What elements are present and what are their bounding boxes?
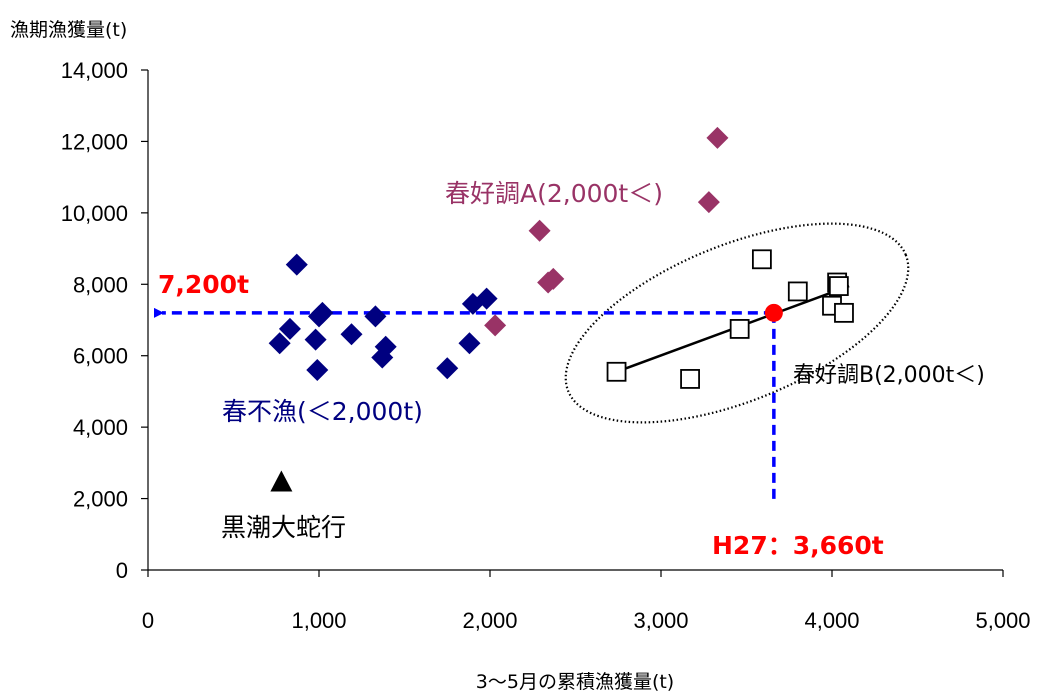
square-point	[608, 363, 626, 381]
y-tick-label: 8,000	[73, 272, 128, 297]
diamond-point	[458, 332, 480, 354]
x-tick-label: 2,000	[462, 608, 517, 633]
diamond-point	[698, 191, 720, 213]
square-point	[835, 304, 853, 322]
y-axis-ticks: 0 2,000 4,000 6,000 8,000 10,000 12,000 14,000	[61, 58, 148, 583]
y-tick-label: 2,000	[73, 487, 128, 512]
x-tick-label: 3,000	[633, 608, 688, 633]
x-axis-title: 3～5月の累積漁獲量(t)	[476, 671, 674, 693]
square-point	[789, 282, 807, 300]
y-tick-label: 12,000	[61, 129, 128, 154]
y-tick-label: 14,000	[61, 58, 128, 83]
diamond-point	[436, 357, 458, 379]
diamond-point	[340, 323, 362, 345]
x-tick-label: 5,000	[975, 608, 1030, 633]
diamond-point	[529, 220, 551, 242]
triangle-label: 黒潮大蛇行	[221, 513, 346, 542]
diamond-point	[286, 254, 308, 276]
diamond-point	[306, 359, 328, 381]
diamond-point	[305, 329, 327, 351]
y-tick-label: 0	[116, 558, 128, 583]
diamond-point	[364, 305, 386, 327]
y-tick-label: 10,000	[61, 201, 128, 226]
group-a-label: 春好調A(2,000t＜)	[445, 179, 663, 208]
x-axis-ticks: 0 1,000 2,000 3,000 4,000 5,000	[142, 570, 1031, 633]
group-b-label: 春好調B(2,000t＜)	[793, 363, 985, 388]
y-axis-title: 漁期漁獲量(t)	[10, 19, 127, 41]
x-value-annotation: H27：3,660t	[712, 531, 884, 560]
y-value-annotation: 7,200t	[158, 270, 249, 299]
x-tick-label: 4,000	[804, 608, 859, 633]
square-point	[830, 277, 848, 295]
diamond-point	[706, 127, 728, 149]
y-tick-label: 4,000	[73, 415, 128, 440]
x-tick-label: 1,000	[291, 608, 346, 633]
highlight-point	[765, 304, 783, 322]
x-tick-label: 0	[142, 608, 154, 633]
square-point	[681, 370, 699, 388]
square-point	[731, 320, 749, 338]
square-point	[753, 250, 771, 268]
group-c-label: 春不漁(＜2,000t)	[222, 397, 423, 426]
triangle-point	[270, 471, 292, 492]
diamond-point	[484, 314, 506, 336]
y-tick-label: 6,000	[73, 344, 128, 369]
